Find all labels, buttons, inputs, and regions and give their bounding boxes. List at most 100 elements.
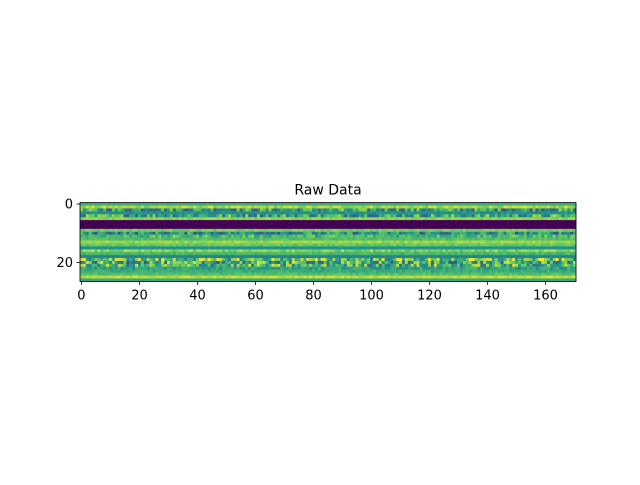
heatmap-cell [242,214,246,218]
heatmap-cell [544,223,548,227]
heatmap-cell [132,225,136,230]
heatmap-cell [140,205,145,209]
heatmap-cell [285,243,290,247]
heatmap-cell [167,275,171,279]
heatmap-cell [254,220,258,224]
heatmap-cell [329,205,333,209]
heatmap-cell [416,214,420,218]
heatmap-cell [103,202,107,206]
heatmap-cell [509,202,513,206]
heatmap-cell [538,263,542,268]
heatmap-cell [425,269,429,273]
heatmap-cell [387,217,391,221]
heatmap-cell [285,258,290,262]
heatmap-cell [401,220,406,224]
heatmap-cell [254,231,258,236]
heatmap-cell [349,225,353,230]
heatmap-cell [175,249,179,253]
heatmap-cell [436,205,441,209]
heatmap-cell [471,223,475,227]
heatmap-cell [111,260,116,265]
heatmap-cell [503,269,507,273]
heatmap-cell [196,240,200,244]
heatmap-cell [280,258,284,262]
heatmap-cell [193,202,197,206]
heatmap-cell [564,234,568,238]
heatmap-cell [439,223,443,227]
heatmap-cell [254,217,258,221]
heatmap-cell [309,269,313,273]
heatmap-cell [526,205,530,209]
heatmap-cell [274,214,278,218]
heatmap-cell [335,237,339,241]
heatmap-cell [184,258,188,262]
heatmap-cell [361,225,365,230]
heatmap-cell [343,246,348,250]
heatmap-cell [497,228,501,233]
heatmap-cell [248,228,252,233]
heatmap-cell [94,220,98,224]
heatmap-cell [303,208,307,212]
heatmap-cell [201,246,206,250]
heatmap-cell [329,263,333,268]
heatmap-cell [204,223,208,227]
heatmap-cell [323,234,327,238]
heatmap-cell [486,234,490,238]
heatmap-cell [506,225,510,230]
heatmap-cell [488,220,493,224]
heatmap-cell [283,266,287,271]
heatmap-cell [410,223,414,227]
heatmap-cell [120,260,124,265]
heatmap-cell [111,252,116,256]
heatmap-cell [483,231,487,236]
heatmap-cell [248,246,252,250]
heatmap-cell [129,252,133,256]
heatmap-cell [393,234,397,238]
heatmap-cell [520,258,525,262]
heatmap-cell [106,272,110,276]
heatmap-cell [288,214,293,218]
heatmap-cell [233,225,237,230]
heatmap-cell [109,278,113,282]
heatmap-cell [494,214,499,218]
heatmap-cell [494,263,499,268]
heatmap-cell [213,208,217,212]
heatmap-cell [471,220,475,224]
heatmap-cell [396,278,400,282]
heatmap-cell [468,228,472,233]
heatmap-cell [541,255,545,259]
heatmap-cell [190,234,194,238]
heatmap-cell [109,240,113,244]
heatmap-cell [317,223,322,227]
heatmap-cell [378,231,383,236]
heatmap-cell [448,220,452,224]
heatmap-cell [532,272,536,276]
heatmap-cell [428,260,432,265]
heatmap-cell [396,249,400,253]
heatmap-cell [300,225,304,230]
heatmap-cell [532,234,536,238]
heatmap-cell [103,258,107,262]
heatmap-cell [448,240,452,244]
heatmap-cell [465,202,470,206]
heatmap-cell [196,231,200,236]
heatmap-cell [561,211,565,215]
heatmap-cell [132,205,136,209]
heatmap-cell [280,255,284,259]
heatmap-cell [352,252,356,256]
heatmap-cell [225,202,229,206]
heatmap-cell [167,252,171,256]
heatmap-cell [335,260,339,265]
x-tick-label: 100 [359,288,384,303]
heatmap-cell [254,228,258,233]
heatmap-cell [210,272,214,276]
heatmap-cell [442,240,446,244]
heatmap-cell [227,211,232,215]
heatmap-cell [381,225,385,230]
heatmap-cell [477,243,481,247]
heatmap-cell [190,223,194,227]
heatmap-cell [445,237,449,241]
heatmap-cell [135,205,139,209]
heatmap-cell [251,223,255,227]
heatmap-cell [509,240,513,244]
